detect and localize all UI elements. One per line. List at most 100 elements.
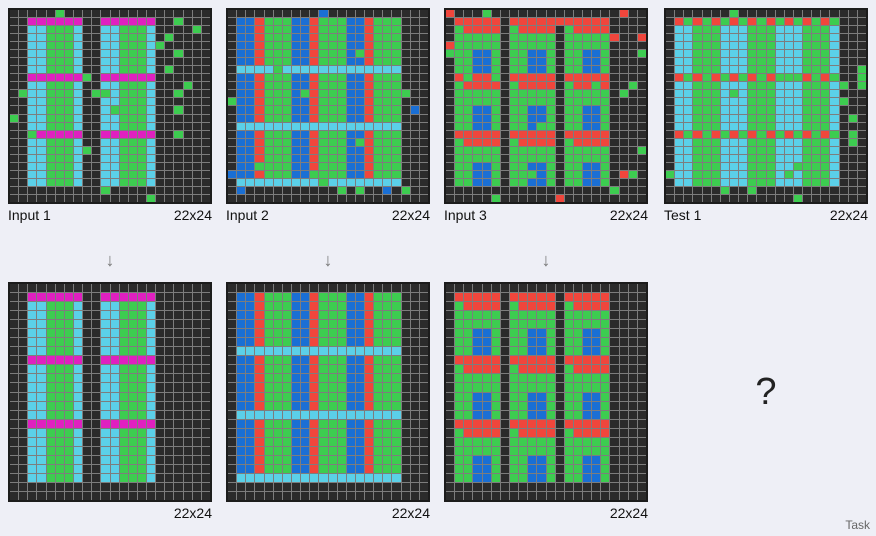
grid-cell	[619, 58, 628, 66]
grid-cell	[766, 186, 775, 194]
grid-cell	[583, 347, 592, 356]
grid-cell	[128, 464, 137, 473]
grid-cell	[46, 58, 55, 66]
grid-cell	[55, 383, 64, 392]
grid-cell	[666, 122, 675, 130]
grid-cell	[455, 374, 464, 383]
grid-cell	[55, 401, 64, 410]
grid-cell	[273, 338, 282, 347]
grid-cell	[319, 284, 328, 293]
grid-cell	[509, 410, 519, 419]
grid-cell	[301, 138, 310, 146]
grid-cell	[729, 10, 739, 18]
grid-cell	[101, 302, 110, 311]
grid-cell	[500, 162, 509, 170]
grid-cell	[73, 311, 83, 320]
grid-cell	[264, 170, 273, 178]
grid-cell	[546, 10, 555, 18]
grid-cell	[119, 419, 128, 428]
grid-cell	[564, 90, 573, 98]
grid-cell	[537, 162, 546, 170]
grid-cell	[183, 114, 192, 122]
grid-cell	[174, 311, 183, 320]
grid-cell	[401, 446, 410, 455]
grid-cell	[509, 464, 519, 473]
grid-cell	[365, 446, 374, 455]
grid-cell	[601, 146, 610, 154]
grid-cell	[137, 356, 147, 365]
grid-cell	[446, 74, 455, 82]
grid-cell	[464, 347, 473, 356]
grid-cell	[192, 82, 201, 90]
grid-cell	[812, 26, 821, 34]
grid-cell	[192, 122, 201, 130]
grid-cell	[482, 178, 491, 186]
grid-cell	[337, 98, 346, 106]
grid-cell	[446, 34, 455, 42]
grid-cell	[337, 74, 346, 82]
grid-cell	[355, 356, 365, 365]
grid-cell	[509, 26, 519, 34]
grid-cell	[73, 338, 83, 347]
grid-cell	[374, 138, 383, 146]
grid-cell	[793, 130, 803, 138]
grid-cell	[610, 347, 619, 356]
grid-cell	[28, 311, 37, 320]
grid-cell	[803, 26, 812, 34]
grid-cell	[319, 26, 328, 34]
grid-cell	[546, 293, 555, 302]
grid-cell	[147, 338, 156, 347]
grid-cell	[83, 464, 92, 473]
grid-cell	[573, 154, 583, 162]
grid-cell	[720, 10, 729, 18]
grid-cell	[37, 311, 46, 320]
grid-cell	[291, 194, 301, 202]
grid-cell	[729, 50, 739, 58]
grid-cell	[702, 10, 711, 18]
grid-cell	[592, 482, 601, 491]
grid-cell	[192, 437, 201, 446]
grid-cell	[246, 130, 255, 138]
grid-cell	[328, 293, 337, 302]
grid-cell	[383, 90, 392, 98]
grid-cell	[619, 392, 628, 401]
grid-cell	[637, 383, 646, 392]
grid-cell	[500, 114, 509, 122]
grid-cell	[519, 194, 528, 202]
grid-cell	[183, 106, 192, 114]
grid-cell	[528, 74, 537, 82]
grid-cell	[392, 293, 401, 302]
grid-cell	[419, 410, 428, 419]
grid-cell	[255, 320, 264, 329]
grid-cell	[310, 42, 319, 50]
grid-cell	[55, 419, 64, 428]
grid-cell	[757, 10, 766, 18]
grid-cell	[401, 347, 410, 356]
grid-cell	[546, 122, 555, 130]
grid-cell	[592, 410, 601, 419]
grid-cell	[410, 401, 419, 410]
grid-cell	[147, 146, 156, 154]
grid-cell	[264, 329, 273, 338]
grid-cell	[165, 26, 174, 34]
grid-cell	[365, 114, 374, 122]
grid-cell	[246, 186, 255, 194]
test-1-grid	[664, 8, 868, 204]
grid-cell	[228, 455, 237, 464]
grid-cell	[509, 90, 519, 98]
grid-cell	[821, 106, 830, 114]
grid-cell	[601, 66, 610, 74]
grid-cell	[464, 383, 473, 392]
grid-cell	[803, 74, 812, 82]
grid-cell	[528, 383, 537, 392]
grid-cell	[192, 338, 201, 347]
grid-cell	[383, 338, 392, 347]
grid-cell	[301, 365, 310, 374]
grid-cell	[592, 114, 601, 122]
grid-cell	[528, 98, 537, 106]
grid-cell	[592, 130, 601, 138]
grid-cell	[848, 170, 857, 178]
grid-cell	[383, 392, 392, 401]
grid-cell	[464, 66, 473, 74]
grid-cell	[775, 170, 784, 178]
